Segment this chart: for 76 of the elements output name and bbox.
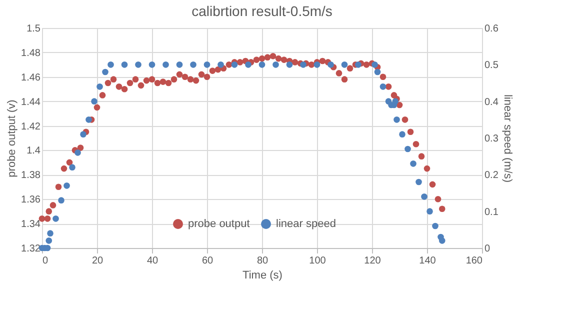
point (108, 62, 114, 68)
point (341, 62, 348, 68)
point (410, 160, 416, 167)
y-tick-label: 1.46 (21, 72, 41, 84)
y2-tick-label: 0.5 (484, 60, 499, 72)
y2-tick-label: 0.3 (484, 134, 499, 144)
point (328, 62, 334, 68)
point (86, 116, 92, 123)
point (69, 164, 76, 170)
x-axis-title: Time (s) (242, 270, 282, 282)
point (58, 197, 64, 204)
y-tick-label: 1.42 (21, 121, 41, 132)
point (74, 150, 81, 156)
point (204, 62, 210, 68)
y2-tick-label: 0.1 (484, 206, 499, 218)
point (231, 62, 238, 68)
point (148, 62, 156, 68)
point (80, 131, 86, 138)
point (432, 222, 438, 230)
x-tick-label: 140 (419, 256, 436, 266)
y-tick-label: 1.48 (21, 48, 41, 59)
y-tick-label: 1.38 (21, 170, 41, 182)
x-tick-label: 40 (146, 256, 158, 266)
point (52, 216, 59, 222)
y-tick-label: 1.36 (21, 194, 41, 206)
point (399, 131, 406, 138)
y-axis-title: probe output (v) (6, 100, 18, 178)
y-tick-label: 1.4 (26, 146, 41, 157)
point (176, 62, 183, 68)
x-tick-label: 160 (466, 256, 483, 266)
point (121, 62, 128, 68)
x-tick-label: 20 (92, 256, 104, 266)
y-tick-label: 1.5 (26, 24, 41, 34)
point (135, 62, 142, 68)
point (404, 146, 411, 152)
x-tick-label: 0 (42, 256, 48, 266)
y2-tick-label: 0.4 (484, 96, 499, 108)
point (314, 62, 320, 68)
point (355, 62, 362, 68)
y2-tick-label: 0.2 (484, 170, 499, 182)
point (380, 84, 386, 90)
point (218, 62, 224, 68)
y-tick-label: 1.44 (21, 96, 41, 108)
point (46, 238, 52, 244)
point (258, 62, 266, 68)
point (416, 178, 422, 186)
point (438, 238, 446, 244)
point (162, 62, 169, 68)
y2-tick-label: 0 (484, 244, 490, 254)
point (91, 98, 98, 104)
chart-title: calibrtion result-0.5m/s (192, 3, 332, 19)
point (47, 230, 54, 236)
point (300, 62, 306, 68)
point (421, 194, 428, 200)
legend-label: probe output (188, 218, 250, 230)
point (374, 68, 381, 76)
point (190, 62, 196, 68)
legend-label: linear speed (276, 218, 336, 230)
y-tick-label: 1.34 (21, 219, 41, 230)
point (286, 62, 293, 68)
y2-tick-label: 0.6 (484, 24, 499, 34)
y-tick-label: 1.32 (21, 244, 41, 254)
point (64, 182, 70, 189)
x-tick-label: 100 (309, 256, 326, 266)
point (272, 62, 279, 68)
x-tick-label: 120 (364, 256, 382, 266)
point (245, 62, 252, 68)
point (394, 116, 400, 123)
x-tick-label: 60 (202, 256, 214, 266)
point (96, 84, 103, 90)
point (372, 62, 378, 68)
x-tick-label: 80 (256, 256, 268, 266)
point (426, 208, 433, 214)
point (392, 98, 399, 104)
point (102, 68, 108, 76)
y2-axis-title: linear speed (m/s) (501, 94, 514, 183)
